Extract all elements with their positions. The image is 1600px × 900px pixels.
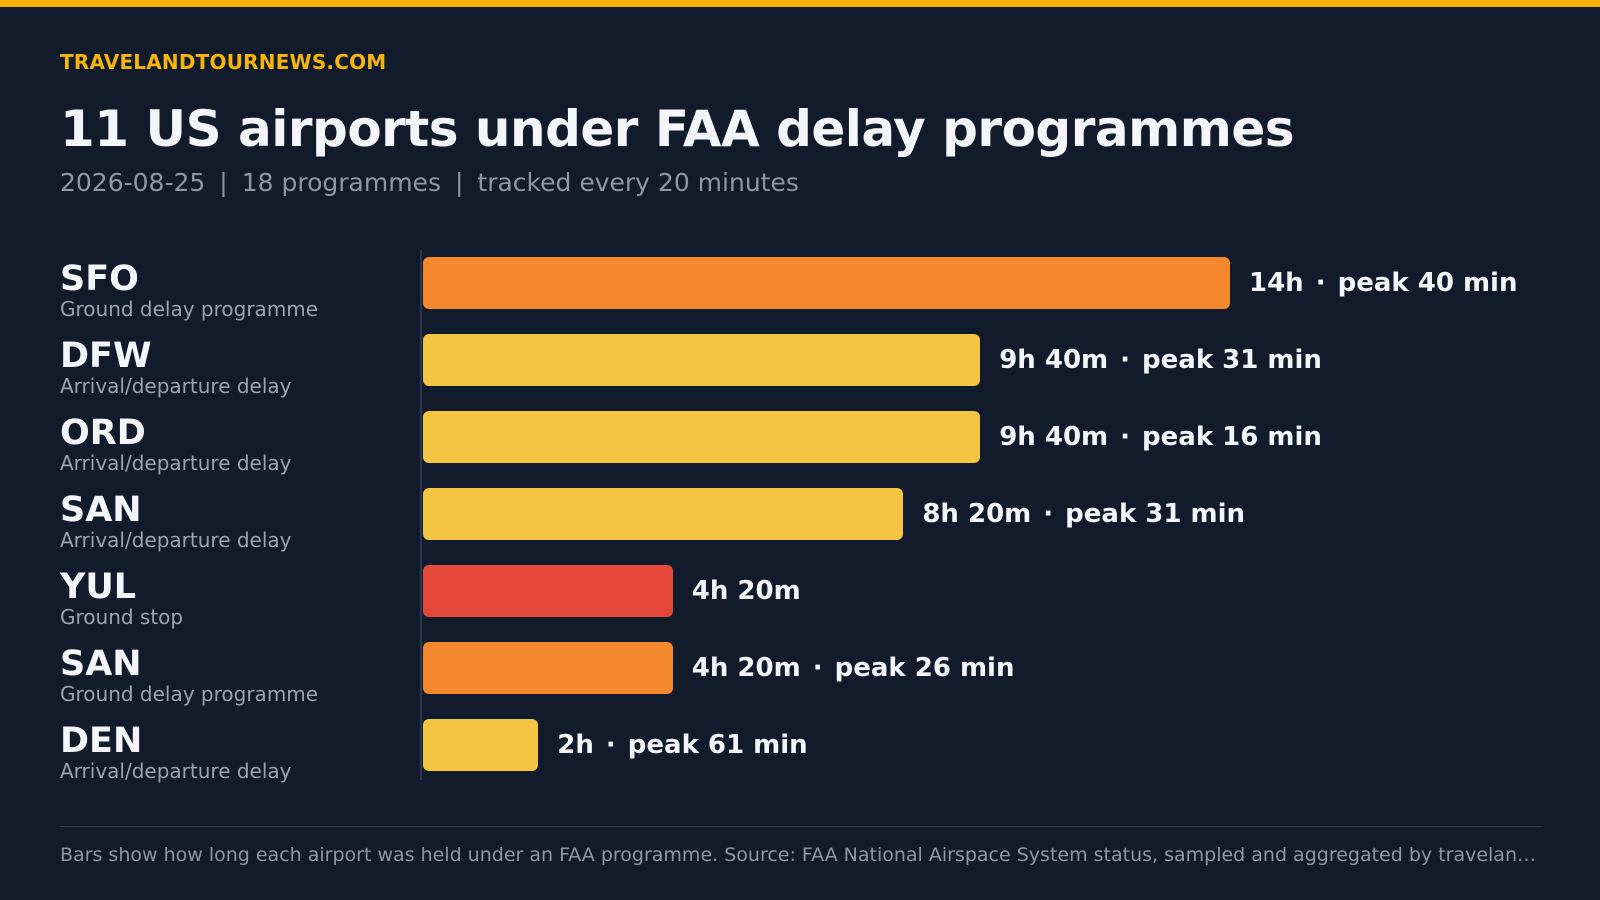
airport-code: SFO [60, 259, 139, 299]
separator-dot: · [605, 730, 616, 760]
duration-label: 4h 20m [691, 653, 801, 683]
airport-label: DFW Arrival/departure delay [60, 336, 292, 398]
bar-ord [423, 411, 981, 463]
bar-value-label: 4h 20m · peak 26 min [692, 642, 1015, 694]
bar-den [423, 719, 539, 771]
peak-label: peak 31 min [1142, 345, 1322, 375]
chart-subtitle: 2026-08-25 | 18 programmes | tracked every 2… [60, 168, 799, 197]
peak-label: peak 26 min [834, 653, 1015, 683]
bar-value-label: 9h 40m · peak 31 min [999, 334, 1322, 386]
separator-dot: · [1043, 499, 1054, 529]
programme-type: Arrival/departure delay [60, 759, 292, 783]
airport-label: YUL Ground stop [60, 567, 183, 629]
airport-label: SAN Ground delay programme [60, 644, 318, 706]
separator-dot: · [812, 653, 823, 683]
duration-label: 8h 20m [922, 499, 1032, 529]
duration-label: 9h 40m [999, 422, 1109, 452]
bar-dfw [423, 334, 981, 386]
airport-code: ORD [60, 413, 146, 453]
subtitle-separator: | [219, 168, 228, 197]
separator-dot: · [1315, 268, 1326, 298]
bar-value-label: 8h 20m · peak 31 min [922, 488, 1245, 540]
peak-label: peak 40 min [1337, 268, 1518, 298]
airport-label: SAN Arrival/departure delay [60, 490, 292, 552]
airport-label: ORD Arrival/departure delay [60, 413, 292, 475]
programme-type: Arrival/departure delay [60, 528, 292, 552]
bar-yul [423, 565, 673, 617]
bar-san [423, 642, 673, 694]
duration-label: 14h [1249, 268, 1304, 298]
airport-code: SAN [60, 644, 142, 684]
programme-type: Ground delay programme [60, 682, 319, 706]
peak-label: peak 16 min [1142, 422, 1322, 452]
bar-value-label: 4h 20m [692, 565, 801, 617]
peak-label: peak 31 min [1065, 499, 1246, 529]
programme-type: Ground stop [60, 605, 184, 629]
bar-value-label: 2h · peak 61 min [557, 719, 807, 771]
accent-top-bar [0, 0, 1600, 7]
separator-dot: · [1120, 422, 1131, 452]
airport-code: YUL [60, 567, 137, 607]
y-axis-line [420, 250, 422, 780]
airport-label: DEN Arrival/departure delay [60, 721, 292, 783]
footnote: Bars show how long each airport was held… [60, 844, 1542, 866]
subtitle-date: 2026-08-25 [60, 168, 206, 197]
bar-value-label: 14h · peak 40 min [1249, 257, 1517, 309]
separator-dot: · [1120, 345, 1131, 375]
programme-type: Arrival/departure delay [60, 374, 292, 398]
site-brand: TRAVELANDTOURNEWS.COM [60, 50, 387, 74]
duration-label: 2h [557, 730, 594, 760]
duration-label: 4h 20m [691, 576, 801, 606]
programme-type: Arrival/departure delay [60, 451, 292, 475]
subtitle-programmes: 18 programmes [241, 168, 441, 197]
airport-code: DFW [60, 336, 152, 376]
footer-divider [60, 826, 1542, 827]
subtitle-cadence: tracked every 20 minutes [477, 168, 799, 197]
bar-sfo [423, 257, 1230, 309]
programme-type: Ground delay programme [60, 297, 319, 321]
subtitle-separator: | [454, 168, 464, 197]
chart-title: 11 US airports under FAA delay programme… [60, 100, 1295, 158]
airport-code: SAN [60, 490, 142, 530]
duration-label: 9h 40m [999, 345, 1109, 375]
airport-code: DEN [60, 721, 143, 761]
bar-san [423, 488, 904, 540]
bar-value-label: 9h 40m · peak 16 min [999, 411, 1322, 463]
peak-label: peak 61 min [627, 730, 808, 760]
airport-label: SFO Ground delay programme [60, 259, 318, 321]
